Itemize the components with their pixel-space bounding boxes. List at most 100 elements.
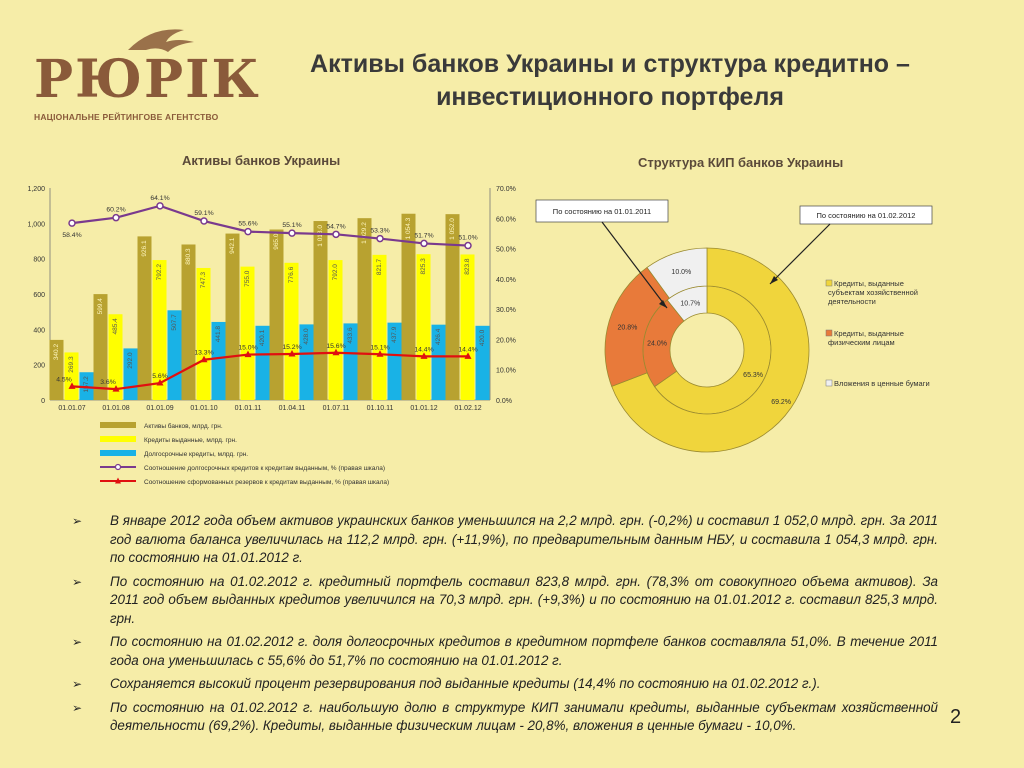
legend-swatch <box>100 450 136 456</box>
bar-data-label: 485.4 <box>112 318 119 335</box>
longterm-ratio-point <box>464 241 472 250</box>
longterm-ratio-point <box>68 219 76 227</box>
reserves-ratio-label: 3.6% <box>100 379 116 386</box>
bar-data-label: 747.3 <box>200 272 207 289</box>
reserves-ratio-label: 14.4% <box>414 346 433 353</box>
legend-swatch-securities <box>825 379 833 387</box>
x-tick-label: 01.07.11 <box>323 405 350 412</box>
x-tick-label: 01.01.12 <box>410 405 437 412</box>
bar-data-label: 292.0 <box>127 352 134 369</box>
bar-longterm <box>299 324 314 400</box>
callout-label-2012: По состоянию на 01.02.2012 <box>817 211 916 220</box>
bar-credits <box>152 260 167 400</box>
bullet-arrow-icon: ➢ <box>72 700 83 715</box>
longterm-ratio-label: 51.0% <box>458 235 477 242</box>
legend-swatch <box>100 436 136 442</box>
longterm-ratio-label: 54.7% <box>326 223 345 230</box>
bar-longterm <box>255 325 270 400</box>
bar-data-label: 426.4 <box>435 328 442 345</box>
x-tick-label: 01.01.11 <box>235 405 262 412</box>
bar-data-label: 599.4 <box>97 298 104 315</box>
longterm-ratio-point <box>156 202 164 210</box>
bar-data-label: 420.1 <box>259 329 266 346</box>
longterm-ratio-line <box>71 204 469 247</box>
bar-data-label: 926.1 <box>141 240 148 257</box>
x-tick-label: 01.10.11 <box>367 405 394 412</box>
longterm-ratio-point <box>332 230 340 239</box>
y-tick-label: 1,000 <box>27 221 45 228</box>
legend-label-business: Кредиты, выданные субъектам хозяйственной… <box>828 279 918 306</box>
x-tick-label: 01.01.07 <box>58 405 85 412</box>
bar-longterm <box>211 321 226 400</box>
y-tick-label: 200 <box>33 363 45 370</box>
bar-data-label: 269.3 <box>68 356 75 373</box>
outer-slice-label: 10.0% <box>671 269 691 276</box>
bar-data-label: 792.2 <box>156 264 163 281</box>
reserves-ratio-point <box>288 349 296 357</box>
longterm-ratio-label: 58.4% <box>62 232 81 239</box>
bar-assets <box>269 229 284 400</box>
bar-data-label: 821.7 <box>376 258 383 275</box>
callout-label-2011: По состоянию на 01.01.2011 <box>553 207 651 216</box>
bullet-item: ➢ Сохраняется высокий процент резервирова… <box>70 675 938 694</box>
bullet-text: По состоянию на 01.02.2012 г. доля долго… <box>110 634 938 668</box>
legend-label: Соотношение сформованных резервов к кред… <box>144 479 389 486</box>
longterm-ratio-point <box>200 217 208 225</box>
x-tick-label: 01.01.08 <box>102 405 129 412</box>
assets-bar-chart: 0 200 400 600 800 1,000 1,200 0.0% 10.0% 20.0% 30.… <box>27 186 516 486</box>
legend-label: Активы банков, млрд. грн. <box>144 422 223 430</box>
bar-data-label: 1 029.2 <box>361 222 368 244</box>
bar-data-label: 441.8 <box>215 326 222 343</box>
reserves-ratio-label: 14.4% <box>458 346 477 353</box>
bullet-item: ➢ По состоянию на 01.02.2012 г. наибольшу… <box>70 699 938 736</box>
eagle-icon <box>128 29 194 52</box>
bar-data-label: 1 052.0 <box>449 218 456 240</box>
legend-label: Соотношение долгосрочных кредитов к кред… <box>144 465 385 472</box>
reserves-ratio-point <box>200 355 208 363</box>
outer-slice-business <box>611 247 810 453</box>
x-tick-label: 01.02.12 <box>454 405 481 412</box>
portfolio-donut-chart: 65.3% 24.0% 10.7% 69.2% 20.8% 10.0% По состоян… <box>535 199 933 453</box>
longterm-ratio-point <box>112 213 120 222</box>
bullet-item: ➢ В январе 2012 года объем активов украин… <box>70 512 938 568</box>
bullet-item: ➢ По состоянию на 01.02.2012 г. доля долг… <box>70 633 938 670</box>
logo-subtitle: НАЦІОНАЛЬНЕ РЕЙТИНГОВЕ АГЕНТСТВО <box>34 112 219 122</box>
callout-arrowhead-2012 <box>770 276 778 284</box>
bar-assets <box>137 236 152 400</box>
bar-data-label: 965.0 <box>273 233 280 250</box>
bar-credits <box>108 314 123 400</box>
reserves-ratio-point <box>420 352 428 359</box>
bullet-arrow-icon: ➢ <box>72 574 83 589</box>
callout-box-2012 <box>799 205 933 225</box>
callout-arrowhead-2011 <box>659 300 667 308</box>
y2-tick-label: 60.0% <box>496 216 516 223</box>
outer-slice-label: 20.8% <box>618 324 638 331</box>
bar-data-label: 1 054.3 <box>405 217 412 239</box>
reserves-ratio-label: 15.6% <box>326 343 345 350</box>
reserves-ratio-line <box>71 351 468 391</box>
bar-assets <box>93 294 108 400</box>
bar-data-label: 880.3 <box>185 248 192 265</box>
y-tick-label: 1,200 <box>27 186 45 193</box>
bullet-item: ➢ По состоянию на 01.02.2012 г. кредитный… <box>70 573 938 629</box>
reserves-ratio-label: 13.3% <box>194 350 213 357</box>
longterm-ratio-point <box>288 229 296 237</box>
bar-data-label: 157.2 <box>83 376 90 393</box>
pie-chart-title: Структура КИП банков Украины <box>638 155 844 170</box>
longterm-ratio-point <box>376 234 384 243</box>
bar-data-label: 776.6 <box>288 266 295 283</box>
longterm-ratio-point <box>420 239 428 248</box>
legend-label-individuals: Кредиты, выданные физическим лицам <box>828 329 904 347</box>
bullet-text: По состоянию на 01.02.2012 г. кредитный … <box>110 573 938 626</box>
bar-assets <box>445 214 460 400</box>
bar-credits <box>284 262 299 400</box>
legend-label-securities: Вложения в ценные бумаги <box>834 379 930 388</box>
reserves-ratio-label: 4.5% <box>56 376 72 383</box>
page-title-line1: Активы банков Украины и структура кредит… <box>310 50 910 78</box>
longterm-ratio-label: 53.3% <box>370 228 389 235</box>
y-tick-label: 600 <box>33 292 45 299</box>
y2-tick-label: 10.0% <box>496 368 516 375</box>
bullet-arrow-icon: ➢ <box>72 514 83 528</box>
outer-slice-securities <box>646 247 708 299</box>
bar-longterm <box>475 325 490 400</box>
